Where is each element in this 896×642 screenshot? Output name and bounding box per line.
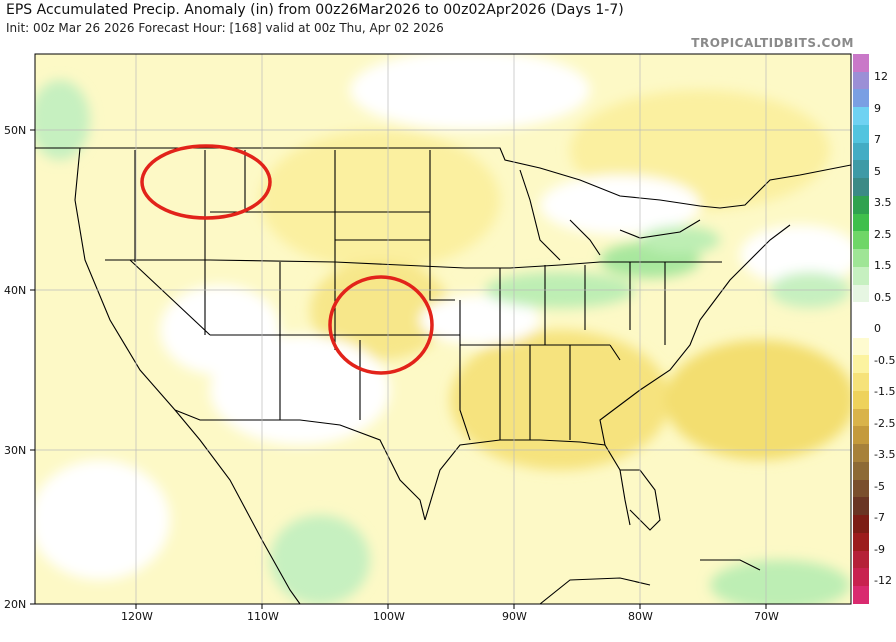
colorbar-swatch xyxy=(853,195,869,214)
colorbar-swatch xyxy=(853,497,869,516)
colorbar-swatch xyxy=(853,266,869,285)
lon-label-70w: 70W xyxy=(754,610,779,623)
colorbar xyxy=(853,54,869,604)
colorbar-swatch xyxy=(853,320,869,338)
colorbar-swatch xyxy=(853,337,869,356)
colorbar-swatch xyxy=(853,54,869,72)
axis-ticks xyxy=(30,129,767,609)
colorbar-swatch xyxy=(853,231,869,250)
colorbar-swatch xyxy=(853,249,869,267)
colorbar-label: 3.5 xyxy=(874,196,892,209)
colorbar-swatch xyxy=(853,586,869,604)
colorbar-swatch xyxy=(853,532,869,551)
highlight-circle-northern-rockies xyxy=(140,144,272,220)
highlight-circle-southern-plains xyxy=(328,275,434,375)
colorbar-label: -0.5 xyxy=(874,353,896,367)
colorbar-label: -12 xyxy=(874,574,892,587)
colorbar-swatch xyxy=(853,515,869,533)
map-subtitle: Init: 00z Mar 26 2026 Forecast Hour: [16… xyxy=(6,21,444,35)
colorbar-swatch xyxy=(853,444,869,462)
lon-label-120w: 120W xyxy=(121,610,153,623)
lat-label-30n: 30N xyxy=(4,444,27,457)
colorbar-label: 7 xyxy=(874,133,881,146)
colorbar-label: -5 xyxy=(874,479,885,493)
colorbar-label: -7 xyxy=(874,511,885,524)
lat-label-20n: 20N xyxy=(4,598,27,611)
colorbar-label: -1.5 xyxy=(874,385,896,398)
lon-label-90w: 90W xyxy=(502,610,527,623)
colorbar-swatch xyxy=(853,355,869,374)
colorbar-label: -2.5 xyxy=(874,416,896,430)
map-title: EPS Accumulated Precip. Anomaly (in) fro… xyxy=(6,2,624,18)
brand-watermark: TROPICALTIDBITS.COM xyxy=(691,36,854,50)
colorbar-swatch xyxy=(853,408,869,427)
lon-label-100w: 100W xyxy=(373,610,405,623)
colorbar-swatch xyxy=(853,302,869,321)
colorbar-swatch xyxy=(853,178,869,196)
colorbar-label: -9 xyxy=(874,542,885,556)
colorbar-swatch xyxy=(853,107,869,125)
lon-label-80w: 80W xyxy=(628,610,653,623)
lon-label-110w: 110W xyxy=(247,610,279,623)
colorbar-label: 1.5 xyxy=(874,259,892,272)
colorbar-swatch xyxy=(853,373,869,391)
colorbar-label: -3.5 xyxy=(874,448,896,461)
colorbar-swatch xyxy=(853,284,869,303)
colorbar-swatch xyxy=(853,568,869,587)
coastlines-borders xyxy=(35,147,851,604)
colorbar-label: 0.5 xyxy=(874,290,892,304)
lat-label-40n: 40N xyxy=(4,284,27,297)
colorbar-swatch xyxy=(853,160,869,179)
map-frame xyxy=(34,53,852,605)
colorbar-swatch xyxy=(853,426,869,445)
colorbar-label: 12 xyxy=(874,70,888,83)
colorbar-swatch xyxy=(853,479,869,498)
colorbar-swatch xyxy=(853,142,869,161)
gridlines xyxy=(35,54,851,604)
colorbar-label: 2.5 xyxy=(874,227,892,241)
colorbar-label: 0 xyxy=(874,322,881,335)
colorbar-swatch xyxy=(853,213,869,232)
colorbar-swatch xyxy=(853,71,869,90)
colorbar-label: 9 xyxy=(874,101,881,115)
colorbar-label: 5 xyxy=(874,164,881,178)
colorbar-swatch xyxy=(853,390,869,409)
lat-label-50n: 50N xyxy=(4,124,27,137)
colorbar-swatch xyxy=(853,550,869,569)
colorbar-swatch xyxy=(853,124,869,143)
colorbar-swatch xyxy=(853,461,869,480)
colorbar-swatch xyxy=(853,89,869,108)
